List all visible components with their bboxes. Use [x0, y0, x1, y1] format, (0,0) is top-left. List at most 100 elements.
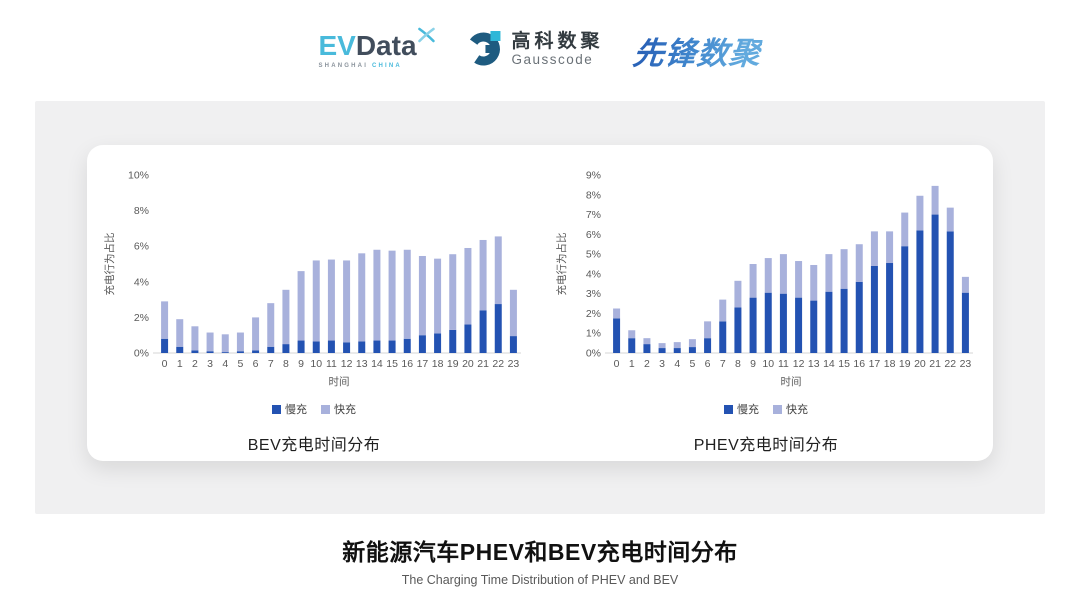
x-tick-label: 11: [778, 358, 789, 370]
x-tick-label: 2: [192, 358, 198, 370]
x-tick-label: 6: [705, 358, 711, 370]
bar-fast-charge: [403, 249, 411, 339]
bar-fast-charge: [840, 249, 848, 289]
x-tick-label: 13: [808, 358, 820, 370]
bar-fast-charge: [327, 259, 335, 341]
bar-slow-charge: [373, 340, 381, 353]
page-title: 新能源汽车PHEV和BEV充电时间分布: [342, 539, 738, 565]
legend-item: 快充: [773, 401, 808, 417]
y-tick-label: 0%: [134, 348, 149, 360]
bar-slow-charge: [688, 347, 696, 353]
legend-label: 快充: [786, 404, 808, 416]
bar-fast-charge: [688, 339, 696, 348]
bar-slow-charge: [161, 338, 169, 353]
bar-slow-charge: [358, 341, 366, 353]
bar-slow-charge: [734, 307, 742, 353]
evdata-tagline-left: SHANGHAI: [318, 62, 369, 69]
y-tick-label: 2%: [134, 312, 149, 324]
gausscode-mark-icon: [466, 29, 504, 72]
y-axis-title: 充电行为占比: [555, 233, 568, 296]
x-tick-label: 0: [162, 358, 168, 370]
bev-chart-block: 0% 2% 4% 6% 8% 10% 充电行为占比 0 1 2 3 4 5 6 7 8 9 10 11 12 13 14 1…: [95, 161, 533, 461]
bar-slow-charge: [855, 281, 863, 353]
bev-legend: 慢充 快充: [272, 401, 356, 417]
evdata-tagline: SHANGHAI CHINA: [318, 63, 401, 69]
y-tick-label: 10%: [128, 170, 149, 182]
x-tick-label: 9: [298, 358, 304, 370]
bar-slow-charge: [946, 231, 954, 353]
bar-slow-charge: [494, 304, 502, 353]
bar-fast-charge: [161, 301, 169, 339]
legend-item: 慢充: [272, 401, 307, 417]
x-tick-label: 12: [341, 358, 353, 370]
bar-slow-charge: [449, 329, 457, 353]
evdata-data-text: Data: [355, 29, 417, 61]
x-tick-label: 7: [268, 358, 274, 370]
legend-label: 慢充: [285, 404, 307, 416]
bar-slow-charge: [795, 297, 803, 353]
x-tick-label: 21: [929, 358, 941, 370]
bar-slow-charge: [628, 338, 636, 353]
x-tick-label: 8: [735, 358, 741, 370]
bar-fast-charge: [719, 299, 727, 322]
phev-legend: 慢充 快充: [724, 401, 808, 417]
xianfeng-shuju-logo: 先锋数聚: [631, 28, 764, 73]
x-tick-label: 18: [432, 358, 444, 370]
bar-fast-charge: [312, 260, 320, 342]
bar-fast-charge: [779, 254, 787, 294]
x-tick-label: 0: [614, 358, 620, 370]
bev-chart: 0% 2% 4% 6% 8% 10% 充电行为占比 0 1 2 3 4 5 6 7 8 9 10 11 12 13 14 1…: [99, 161, 529, 399]
bar-fast-charge: [870, 231, 878, 266]
bar-fast-charge: [658, 343, 666, 349]
y-tick-label: 6%: [134, 241, 149, 253]
bar-slow-charge: [870, 265, 878, 353]
bar-fast-charge: [388, 250, 396, 341]
bar-slow-charge: [749, 297, 757, 353]
bar-fast-charge: [297, 271, 305, 341]
bar-slow-charge: [327, 340, 335, 353]
bar-fast-charge: [434, 258, 442, 334]
bar-slow-charge: [191, 350, 199, 353]
x-tick-label: 14: [371, 358, 383, 370]
x-tick-label: 15: [386, 358, 398, 370]
bar-fast-charge: [282, 289, 290, 345]
footer: 新能源汽车PHEV和BEV充电时间分布 The Charging Time Di…: [0, 533, 1080, 587]
bar-fast-charge: [373, 249, 381, 341]
x-tick-label: 11: [326, 358, 337, 370]
y-tick-label: 1%: [586, 328, 601, 340]
bar-slow-charge: [464, 324, 472, 353]
x-tick-label: 13: [356, 358, 368, 370]
bar-slow-charge: [343, 342, 351, 353]
y-tick-label: 3%: [586, 288, 601, 300]
bar-slow-charge: [764, 292, 772, 353]
bar-fast-charge: [206, 332, 214, 352]
legend-swatch-icon: [272, 404, 281, 414]
x-tick-label: 9: [750, 358, 756, 370]
x-tick-label: 1: [629, 358, 635, 370]
x-tick-label: 20: [914, 358, 926, 370]
x-tick-label: 8: [283, 358, 289, 370]
y-tick-label: 0%: [586, 348, 601, 360]
bar-fast-charge: [886, 231, 894, 264]
bar-fast-charge: [901, 212, 909, 247]
x-axis-title: 时间: [781, 375, 802, 388]
bar-slow-charge: [479, 310, 487, 353]
bar-fast-charge: [810, 264, 818, 301]
bar-fast-charge: [916, 195, 924, 231]
gausscode-logo: 高科数聚 Gausscode: [466, 29, 604, 72]
bar-fast-charge: [509, 289, 517, 337]
bar-fast-charge: [343, 260, 351, 343]
bar-fast-charge: [825, 254, 833, 292]
bar-slow-charge: [509, 336, 517, 353]
y-tick-label: 4%: [586, 268, 601, 280]
bar-fast-charge: [267, 303, 275, 347]
y-tick-label: 8%: [586, 189, 601, 201]
bar-slow-charge: [403, 338, 411, 353]
bar-slow-charge: [643, 344, 651, 353]
bar-fast-charge: [252, 317, 260, 351]
bar-fast-charge: [464, 247, 472, 325]
x-tick-label: 4: [674, 358, 680, 370]
x-tick-label: 4: [222, 358, 228, 370]
